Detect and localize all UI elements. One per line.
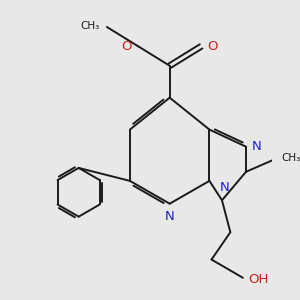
Text: O: O xyxy=(121,40,131,53)
Text: N: N xyxy=(252,140,262,153)
Text: N: N xyxy=(165,210,175,223)
Text: O: O xyxy=(207,40,217,53)
Text: N: N xyxy=(219,181,229,194)
Text: CH₃: CH₃ xyxy=(281,153,300,163)
Text: OH: OH xyxy=(248,273,269,286)
Text: CH₃: CH₃ xyxy=(80,21,99,31)
